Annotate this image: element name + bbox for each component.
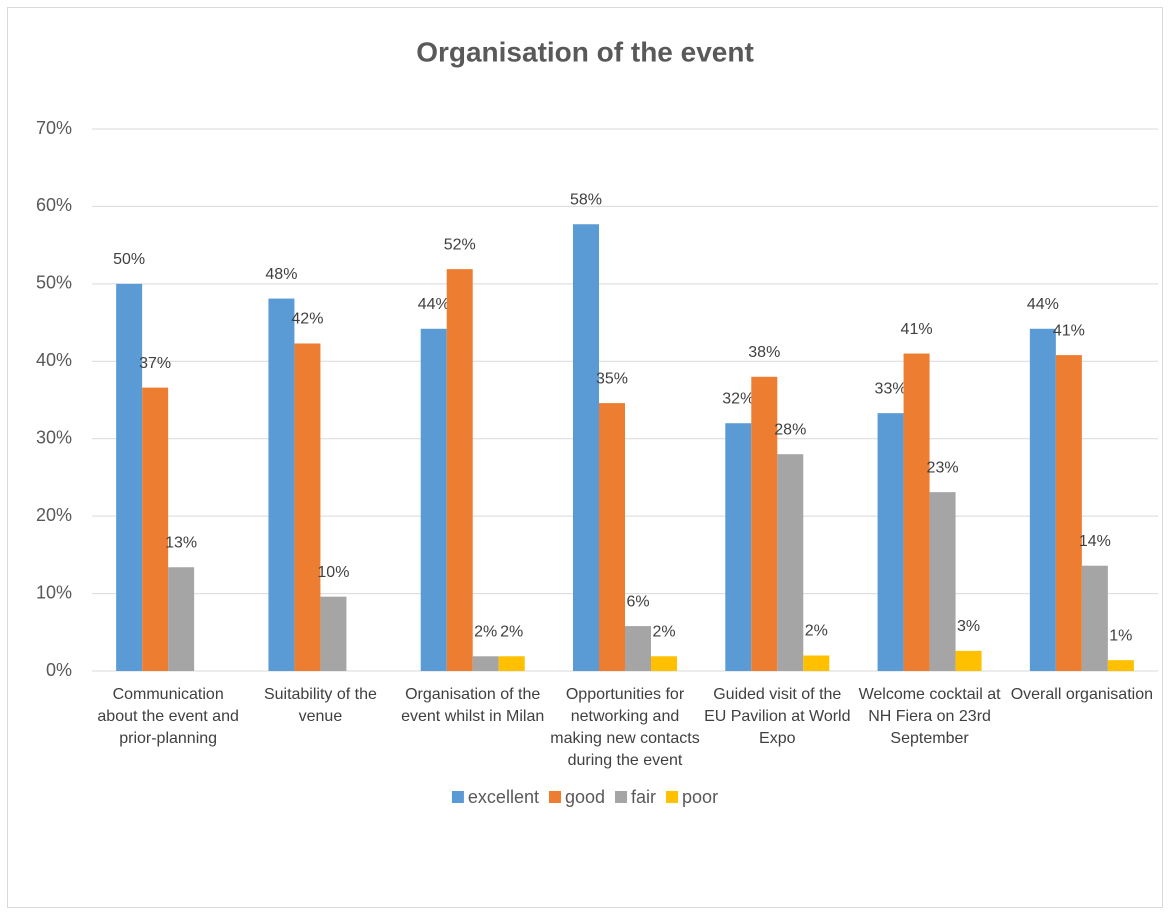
y-tick-label: 10% [36,582,72,602]
bar [294,343,321,671]
data-label: 41% [901,321,933,338]
data-label: 1% [1109,627,1132,644]
bar [573,224,599,672]
data-label: 32% [722,390,754,407]
data-label: 10% [317,564,349,581]
data-label: 44% [418,296,450,313]
legend-swatch [548,791,561,803]
bar [472,656,499,671]
data-label: 50% [113,251,145,268]
data-label: 23% [927,459,959,476]
bar [903,353,930,671]
legend-swatch [666,791,679,803]
legend-label: excellent [468,787,539,807]
bar [420,328,447,671]
bar [446,269,473,671]
bar [1081,565,1108,671]
chart-title: Organisation of the event [416,36,754,67]
bar [803,655,830,671]
data-label: 48% [265,266,297,283]
bar [929,492,956,671]
y-tick-label: 0% [46,660,72,680]
legend-label: fair [631,787,656,807]
data-label: 38% [748,344,780,361]
legend-swatch [615,791,628,803]
bar [1055,355,1082,671]
data-label: 28% [774,421,806,438]
bar [142,387,169,671]
data-label: 58% [570,191,602,208]
y-tick-label: 30% [36,427,72,447]
bar [877,413,904,671]
bar [651,656,677,671]
bar [777,454,804,671]
x-tick-label: Guided visit of the EU Pavilion at World… [704,686,851,747]
bar [498,656,525,671]
data-label: 3% [957,618,980,635]
x-tick-label: Overall organisation [1010,686,1153,703]
y-tick-label: 60% [36,195,72,215]
data-label: 14% [1079,533,1111,550]
data-label: 52% [444,236,476,253]
y-tick-label: 40% [36,350,72,370]
x-tick-label: Opportunities for networking and making … [550,686,700,769]
bar [725,423,752,671]
bar [751,376,778,671]
x-tick-label: Suitability of the venue [263,686,377,725]
bar [599,403,625,671]
bar [625,626,651,671]
legend-label: good [565,787,605,807]
data-label: 37% [139,355,171,372]
x-tick-label: Welcome cocktail at NH Fiera on 23rd Sep… [858,686,1001,747]
bar [1107,660,1134,671]
data-label: 44% [1027,296,1059,313]
legend-swatch [451,791,464,803]
data-label: 6% [626,593,649,610]
x-tick-label: Communication about the event and prior-… [97,686,239,747]
data-label: 33% [875,380,907,397]
bar [168,567,195,671]
data-label: 2% [500,624,523,641]
data-label: 2% [805,623,828,640]
data-label: 42% [291,311,323,328]
data-label: 2% [652,624,675,641]
data-label: 13% [165,534,197,551]
y-tick-label: 50% [36,273,72,293]
bar [268,298,295,671]
x-tick-label: Organisation of the event whilst in Mila… [401,686,545,725]
bar [955,650,982,671]
data-label: 2% [474,624,497,641]
legend-label: poor [682,787,718,807]
y-tick-label: 70% [36,118,72,138]
bar [320,596,347,671]
bar [116,283,143,671]
data-label: 41% [1053,322,1085,339]
bar [1029,328,1056,671]
y-tick-label: 20% [36,505,72,525]
data-label: 35% [596,370,628,387]
